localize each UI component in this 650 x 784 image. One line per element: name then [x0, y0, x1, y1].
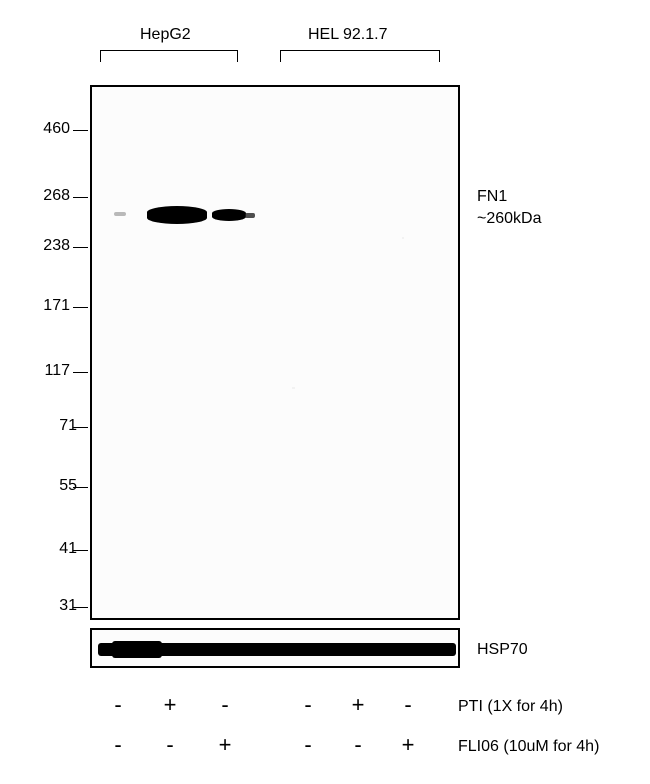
- hsp70-band-bump: [112, 641, 162, 658]
- noise-dot: [402, 237, 404, 239]
- figure-container: HepG2 HEL 92.1.7 460 268 238 171 117 71 …: [0, 0, 650, 784]
- mw-tick: [73, 487, 88, 488]
- cond-symbol: -: [298, 732, 318, 758]
- target-mw-label: ~260kDa: [477, 210, 542, 228]
- mw-label: 41: [37, 540, 77, 558]
- cond-symbol: -: [298, 692, 318, 718]
- hsp70-band-bump: [292, 644, 332, 655]
- fn1-band-lane2: [147, 206, 207, 224]
- mw-tick: [73, 247, 88, 248]
- mw-label: 117: [30, 362, 70, 380]
- mw-label: 55: [37, 477, 77, 495]
- cond-symbol: +: [348, 692, 368, 718]
- cond-symbol: -: [398, 692, 418, 718]
- cond-symbol: +: [215, 732, 235, 758]
- mw-tick: [73, 427, 88, 428]
- mw-tick: [73, 197, 88, 198]
- cond-symbol: -: [108, 692, 128, 718]
- mw-label: 238: [30, 237, 70, 255]
- cell-line-bracket-hel: [280, 50, 440, 62]
- cond-symbol: -: [108, 732, 128, 758]
- mw-tick: [73, 607, 88, 608]
- fn1-band-lane1: [114, 212, 126, 216]
- noise-dot: [292, 387, 295, 389]
- cond-symbol: +: [160, 692, 180, 718]
- mw-label: 268: [30, 187, 70, 205]
- target-name-label: FN1: [477, 188, 507, 206]
- blot-main-panel: [90, 85, 460, 620]
- fn1-band-lane3-tail: [245, 213, 255, 218]
- loading-control-label: HSP70: [477, 641, 528, 659]
- mw-tick: [73, 307, 88, 308]
- cell-line-label-hepg2: HepG2: [140, 26, 191, 44]
- cell-line-label-hel: HEL 92.1.7: [308, 26, 387, 44]
- cond-symbol: -: [160, 732, 180, 758]
- cond-row-label: PTI (1X for 4h): [458, 698, 563, 716]
- mw-label: 171: [30, 297, 70, 315]
- cond-row-label: FLI06 (10uM for 4h): [458, 738, 599, 756]
- fn1-band-lane3: [212, 209, 246, 221]
- cond-symbol: -: [215, 692, 235, 718]
- mw-tick: [73, 550, 88, 551]
- blot-loading-panel: [90, 628, 460, 668]
- cond-symbol: +: [398, 732, 418, 758]
- cell-line-bracket-hepg2: [100, 50, 238, 62]
- mw-label: 460: [30, 120, 70, 138]
- mw-tick: [73, 130, 88, 131]
- cond-symbol: -: [348, 732, 368, 758]
- mw-label: 71: [37, 417, 77, 435]
- mw-label: 31: [37, 597, 77, 615]
- mw-tick: [73, 372, 88, 373]
